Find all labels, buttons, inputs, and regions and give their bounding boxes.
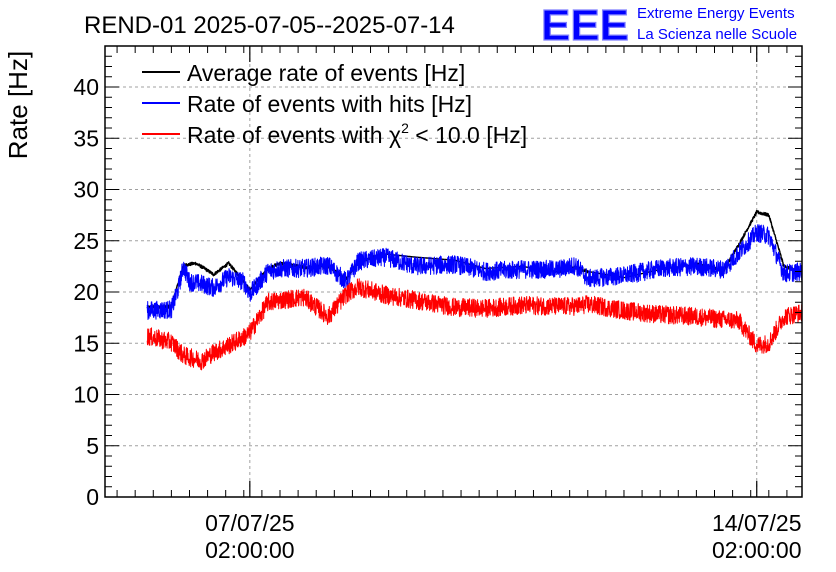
series-layer <box>146 209 803 371</box>
y-tick-label: 5 <box>86 433 99 459</box>
y-axis-label: Rate [Hz] <box>3 51 33 159</box>
series-line-hits <box>146 224 803 320</box>
y-tick-label: 25 <box>73 228 99 254</box>
x-tick-label-time: 02:00:00 <box>712 537 802 563</box>
legend-label-hits: Rate of events with hits [Hz] <box>187 91 472 117</box>
legend-label-average: Average rate of events [Hz] <box>187 60 465 86</box>
series-line-chi2 <box>146 278 803 371</box>
branding-line1: Extreme Energy Events <box>637 5 795 22</box>
eee-logo: EEE Extreme Energy Events La Scienza nel… <box>540 0 797 50</box>
legend-chi2-suffix: < 10.0 [Hz] <box>409 122 527 148</box>
legend-chi2-prefix: Rate of events with <box>187 122 389 148</box>
y-axis: 0 5 10 15 20 25 30 35 40 <box>73 45 802 510</box>
y-tick-label: 10 <box>73 382 99 408</box>
y-tick-label: 15 <box>73 330 99 356</box>
eee-logo-text: EEE <box>541 1 629 50</box>
x-tick-label-date: 14/07/25 <box>712 510 802 536</box>
chart-title: REND-01 2025-07-05--2025-07-14 <box>84 12 455 39</box>
legend-label-chi2: Rate of events with χ2 < 10.0 [Hz] <box>187 120 527 148</box>
y-tick-label: 35 <box>73 125 99 151</box>
branding-line2: La Scienza nelle Scuole <box>637 26 797 43</box>
y-tick-label: 30 <box>73 177 99 203</box>
legend-chi2-symbol: χ <box>389 122 401 148</box>
y-tick-label: 40 <box>73 74 99 100</box>
legend: Average rate of events [Hz] Rate of even… <box>142 60 527 148</box>
y-tick-label: 0 <box>86 484 99 510</box>
x-tick-label-time: 02:00:00 <box>205 537 295 563</box>
legend-entry-hits: Rate of events with hits [Hz] <box>142 91 472 117</box>
legend-chi2-exponent: 2 <box>401 120 409 136</box>
grid <box>105 46 802 497</box>
x-tick-label-date: 07/07/25 <box>205 510 295 536</box>
y-tick-label: 20 <box>73 279 99 305</box>
legend-entry-average: Average rate of events [Hz] <box>142 60 465 86</box>
legend-entry-chi2: Rate of events with χ2 < 10.0 [Hz] <box>142 120 527 148</box>
